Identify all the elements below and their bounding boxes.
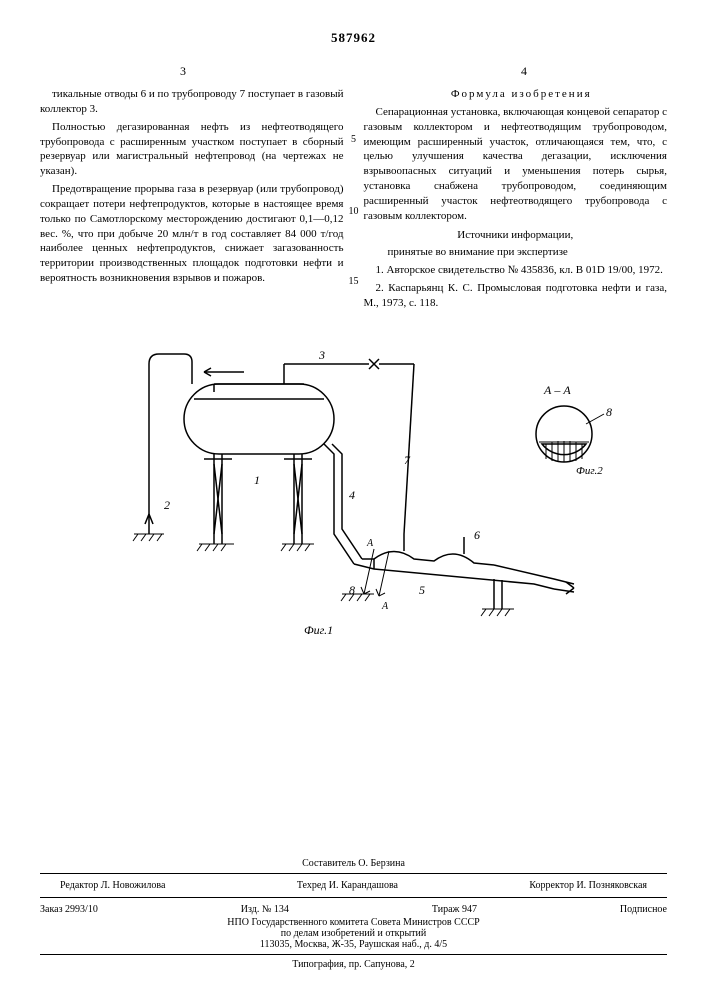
page: 587962 3 4 5 10 15 тикальные отводы 6 и … <box>0 0 707 1000</box>
order-number: Заказ 2993/10 <box>40 904 98 915</box>
printer: Типография, пр. Сапунова, 2 <box>40 959 667 970</box>
label-8a: 8 <box>349 583 355 597</box>
technical-drawing: 2 1 3 4 5 6 7 8 8 А А А – А Фиг.1 Фиг.2 <box>74 334 634 664</box>
paragraph: Сепарационная установка, включающая конц… <box>364 105 668 224</box>
footer: Составитель О. Берзина Редактор Л. Новож… <box>40 858 667 970</box>
text-columns: 5 10 15 тикальные отводы 6 и по трубопро… <box>40 87 667 314</box>
tirazh: Тираж 947 <box>432 904 477 915</box>
section-a-left: А <box>366 538 374 549</box>
line-marker: 15 <box>347 275 361 289</box>
izd-number: Изд. № 134 <box>241 904 289 915</box>
label-6: 6 <box>474 528 480 542</box>
sources-heading: Источники информации, <box>364 228 668 243</box>
right-column: Формула изобретения Сепарационная устано… <box>364 87 668 314</box>
techred: Техред И. Карандашова <box>297 880 398 891</box>
right-col-num: 4 <box>521 64 527 79</box>
section-label: А – А <box>543 383 571 397</box>
source-item: 1. Авторское свидетельство № 435836, кл.… <box>364 263 668 278</box>
figure-area: 2 1 3 4 5 6 7 8 8 А А А – А Фиг.1 Фиг.2 <box>40 334 667 664</box>
paragraph: тикальные отводы 6 и по трубопроводу 7 п… <box>40 87 344 117</box>
paragraph: Полностью дегазированная нефть из нефтео… <box>40 120 344 179</box>
left-column: тикальные отводы 6 и по трубопроводу 7 п… <box>40 87 344 314</box>
source-item: 2. Каспарьянц К. С. Промысловая подготов… <box>364 281 668 311</box>
corrector: Корректор И. Позняковская <box>529 880 647 891</box>
composer-line: Составитель О. Берзина <box>40 858 667 869</box>
credits-row: Редактор Л. Новожилова Техред И. Каранда… <box>40 878 667 893</box>
column-page-numbers: 3 4 <box>40 64 667 79</box>
line-marker: 5 <box>347 133 361 147</box>
label-3: 3 <box>318 348 325 362</box>
label-5: 5 <box>419 583 425 597</box>
line-marker: 10 <box>347 205 361 219</box>
org-line-2: по делам изобретений и открытий <box>40 928 667 939</box>
section-a-right: А <box>381 601 389 612</box>
address: 113035, Москва, Ж-35, Раушская наб., д. … <box>40 939 667 950</box>
label-8b: 8 <box>606 405 612 419</box>
sources-sub: принятые во внимание при экспертизе <box>364 245 668 260</box>
fig1-label: Фиг.1 <box>304 623 333 637</box>
editor: Редактор Л. Новожилова <box>60 880 165 891</box>
org-line-1: НПО Государственного комитета Совета Мин… <box>40 917 667 928</box>
label-1: 1 <box>254 473 260 487</box>
formula-title: Формула изобретения <box>364 87 668 102</box>
publication-row: Заказ 2993/10 Изд. № 134 Тираж 947 Подпи… <box>40 902 667 917</box>
paragraph: Предотвращение прорыва газа в резервуар … <box>40 182 344 286</box>
left-col-num: 3 <box>180 64 186 79</box>
podpisnoe: Подписное <box>620 904 667 915</box>
fig2-label: Фиг.2 <box>576 465 603 477</box>
label-7: 7 <box>404 453 411 467</box>
label-4: 4 <box>349 488 355 502</box>
document-number: 587962 <box>40 30 667 46</box>
label-2: 2 <box>164 498 170 512</box>
